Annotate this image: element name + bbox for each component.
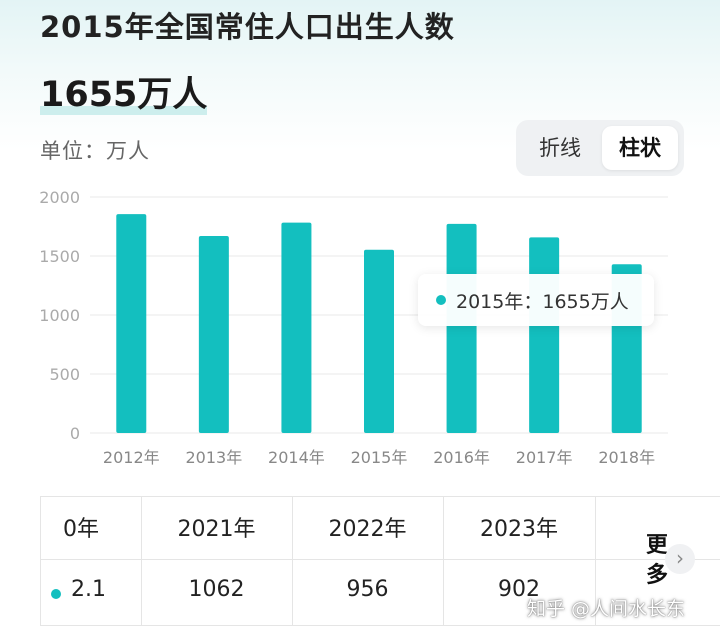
chart-tooltip: 2015年：1655万人	[418, 274, 654, 326]
table-divider	[292, 497, 293, 625]
table-header-2023: 2023年	[480, 517, 558, 542]
table-series-dot	[51, 589, 61, 599]
table-divider	[443, 497, 444, 625]
tooltip-series-dot	[436, 295, 446, 305]
table-cell-partial: 2.1	[71, 577, 106, 602]
table-header-2022: 2022年	[328, 517, 407, 542]
bar	[446, 223, 477, 433]
bar	[281, 222, 312, 433]
y-tick-label: 1500	[39, 247, 80, 266]
table-divider	[141, 497, 142, 625]
chevron-right-icon[interactable]: ›	[665, 544, 695, 574]
table-header-2021: 2021年	[177, 517, 256, 542]
chart-type-toggle: 折线 柱状	[516, 120, 684, 176]
x-tick-label: 2014年	[268, 448, 325, 467]
x-tick-label: 2015年	[351, 448, 408, 467]
y-tick-label: 2000	[39, 188, 80, 207]
highlight-value: 1655万人	[40, 75, 208, 115]
unit-label: 单位：万人	[40, 139, 150, 163]
bar	[529, 237, 560, 433]
y-tick-label: 1000	[39, 306, 80, 325]
x-tick-label: 2012年	[103, 448, 160, 467]
highlight-value-wrap: 1655万人	[40, 66, 208, 117]
more-button[interactable]: 更多	[645, 533, 668, 588]
bar-chart: 2000 1500 1000 500 0 2012年 2013年 2014年 2015年 2016…	[39, 188, 668, 467]
x-tick-label: 2016年	[433, 448, 490, 467]
table-divider	[595, 497, 596, 625]
bar	[364, 249, 394, 433]
bar	[116, 214, 147, 433]
chart-title: 2015年全国常住人口出生人数	[40, 10, 455, 44]
line-chart-button[interactable]: 折线	[539, 136, 581, 160]
bar	[198, 235, 229, 433]
y-tick-label: 0	[70, 424, 80, 443]
highlight-underline	[40, 106, 208, 115]
table-cell-2022: 956	[346, 577, 389, 602]
table-cell-2023: 902	[498, 577, 540, 602]
table-header-partial: 0年	[63, 517, 99, 542]
watermark: 知乎 @人间水长东	[527, 598, 686, 620]
x-tick-label: 2013年	[185, 448, 242, 467]
x-tick-label: 2018年	[598, 448, 655, 467]
table-cell-2021: 1062	[188, 577, 245, 602]
bar-chart-button[interactable]: 柱状	[602, 126, 678, 170]
tooltip-text: 2015年：1655万人	[456, 291, 629, 313]
table-row-divider	[41, 559, 720, 560]
x-tick-label: 2017年	[516, 448, 573, 467]
y-tick-label: 500	[49, 365, 80, 384]
data-table: 0年 2021年 2022年 2023年 2.1 1062 956 902 更多…	[40, 496, 720, 626]
